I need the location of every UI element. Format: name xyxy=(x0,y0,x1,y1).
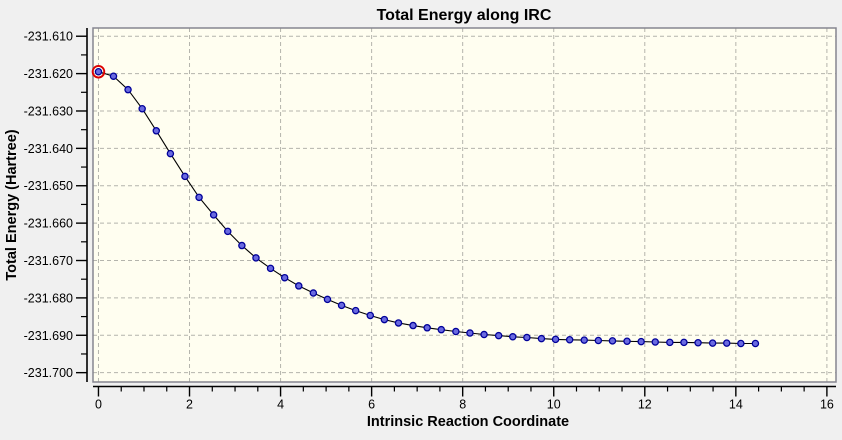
y-tick-label: -231.680 xyxy=(24,291,73,305)
data-point-marker[interactable] xyxy=(409,321,417,330)
data-point-marker[interactable] xyxy=(309,289,318,297)
chart-title: Total Energy along IRC xyxy=(377,7,552,24)
data-point-marker[interactable] xyxy=(580,336,588,344)
data-point-marker[interactable] xyxy=(423,324,431,332)
x-tick-label: 0 xyxy=(95,398,102,412)
data-point-marker[interactable] xyxy=(694,338,702,347)
data-point-marker[interactable] xyxy=(565,336,574,344)
y-tick-label: -231.650 xyxy=(24,179,73,193)
data-point-marker[interactable] xyxy=(195,193,203,202)
data-point-marker[interactable] xyxy=(494,331,503,340)
x-axis-title: Intrinsic Reaction Coordinate xyxy=(367,414,569,430)
data-point-marker[interactable] xyxy=(209,211,218,219)
x-tick-label: 6 xyxy=(368,398,375,412)
y-tick-label: -231.620 xyxy=(24,67,73,81)
y-tick-label: -231.660 xyxy=(24,217,73,231)
data-point-marker[interactable] xyxy=(608,337,617,345)
data-point-marker[interactable] xyxy=(266,264,275,273)
data-point-marker[interactable] xyxy=(323,295,332,304)
data-point-marker[interactable] xyxy=(152,127,161,135)
data-point-marker[interactable] xyxy=(666,338,674,347)
data-point-marker[interactable] xyxy=(351,306,360,315)
data-point-marker[interactable] xyxy=(708,339,717,347)
data-point-marker[interactable] xyxy=(651,338,660,346)
data-point-marker[interactable] xyxy=(366,311,375,320)
data-point-marker[interactable] xyxy=(594,336,603,345)
x-tick-label: 4 xyxy=(277,398,284,412)
x-tick-label: 14 xyxy=(729,398,743,412)
data-point-marker[interactable] xyxy=(509,333,517,341)
data-point-marker[interactable] xyxy=(252,254,260,262)
x-tick-label: 10 xyxy=(547,398,561,412)
data-point-marker[interactable] xyxy=(94,67,103,76)
data-point-marker[interactable] xyxy=(680,338,688,347)
x-tick-label: 12 xyxy=(638,398,652,412)
y-tick-label: -231.690 xyxy=(24,329,73,343)
data-point-marker[interactable] xyxy=(523,333,531,342)
data-point-marker[interactable] xyxy=(166,149,175,158)
data-point-marker[interactable] xyxy=(109,72,118,80)
plot-border xyxy=(92,27,837,383)
data-point-marker[interactable] xyxy=(138,104,146,113)
data-point-marker[interactable] xyxy=(737,339,745,348)
data-point-marker[interactable] xyxy=(181,172,189,181)
y-tick-label: -231.640 xyxy=(24,142,73,156)
data-point-marker[interactable] xyxy=(224,227,232,236)
data-point-marker[interactable] xyxy=(394,319,403,327)
y-tick-label: -231.670 xyxy=(24,254,73,268)
data-point-marker[interactable] xyxy=(722,339,731,347)
y-tick-label: -231.610 xyxy=(24,30,73,44)
data-point-marker[interactable] xyxy=(551,335,560,344)
data-point-marker[interactable] xyxy=(452,327,460,336)
y-tick-label: -231.700 xyxy=(24,366,73,380)
x-tick-label: 16 xyxy=(820,398,834,412)
y-axis-title: Total Energy (Hartree) xyxy=(4,129,20,280)
data-point-marker[interactable] xyxy=(337,301,346,310)
data-point-marker[interactable] xyxy=(280,273,289,282)
data-point-marker[interactable] xyxy=(124,85,132,94)
x-tick-label: 2 xyxy=(186,398,193,412)
data-point-marker[interactable] xyxy=(466,329,474,337)
y-tick-label: -231.630 xyxy=(24,104,73,118)
data-point-marker[interactable] xyxy=(480,330,488,339)
data-point-marker[interactable] xyxy=(437,325,446,334)
data-point-marker[interactable] xyxy=(637,337,645,346)
x-tick-label: 8 xyxy=(459,398,466,412)
data-point-marker[interactable] xyxy=(623,337,631,346)
data-point-marker[interactable] xyxy=(238,241,246,250)
data-point-marker[interactable] xyxy=(380,315,389,324)
data-point-marker[interactable] xyxy=(537,334,546,343)
selected-point-ring xyxy=(91,64,106,79)
data-point-marker[interactable] xyxy=(295,282,303,290)
plot-area-background xyxy=(93,28,836,382)
data-point-marker[interactable] xyxy=(751,339,760,348)
